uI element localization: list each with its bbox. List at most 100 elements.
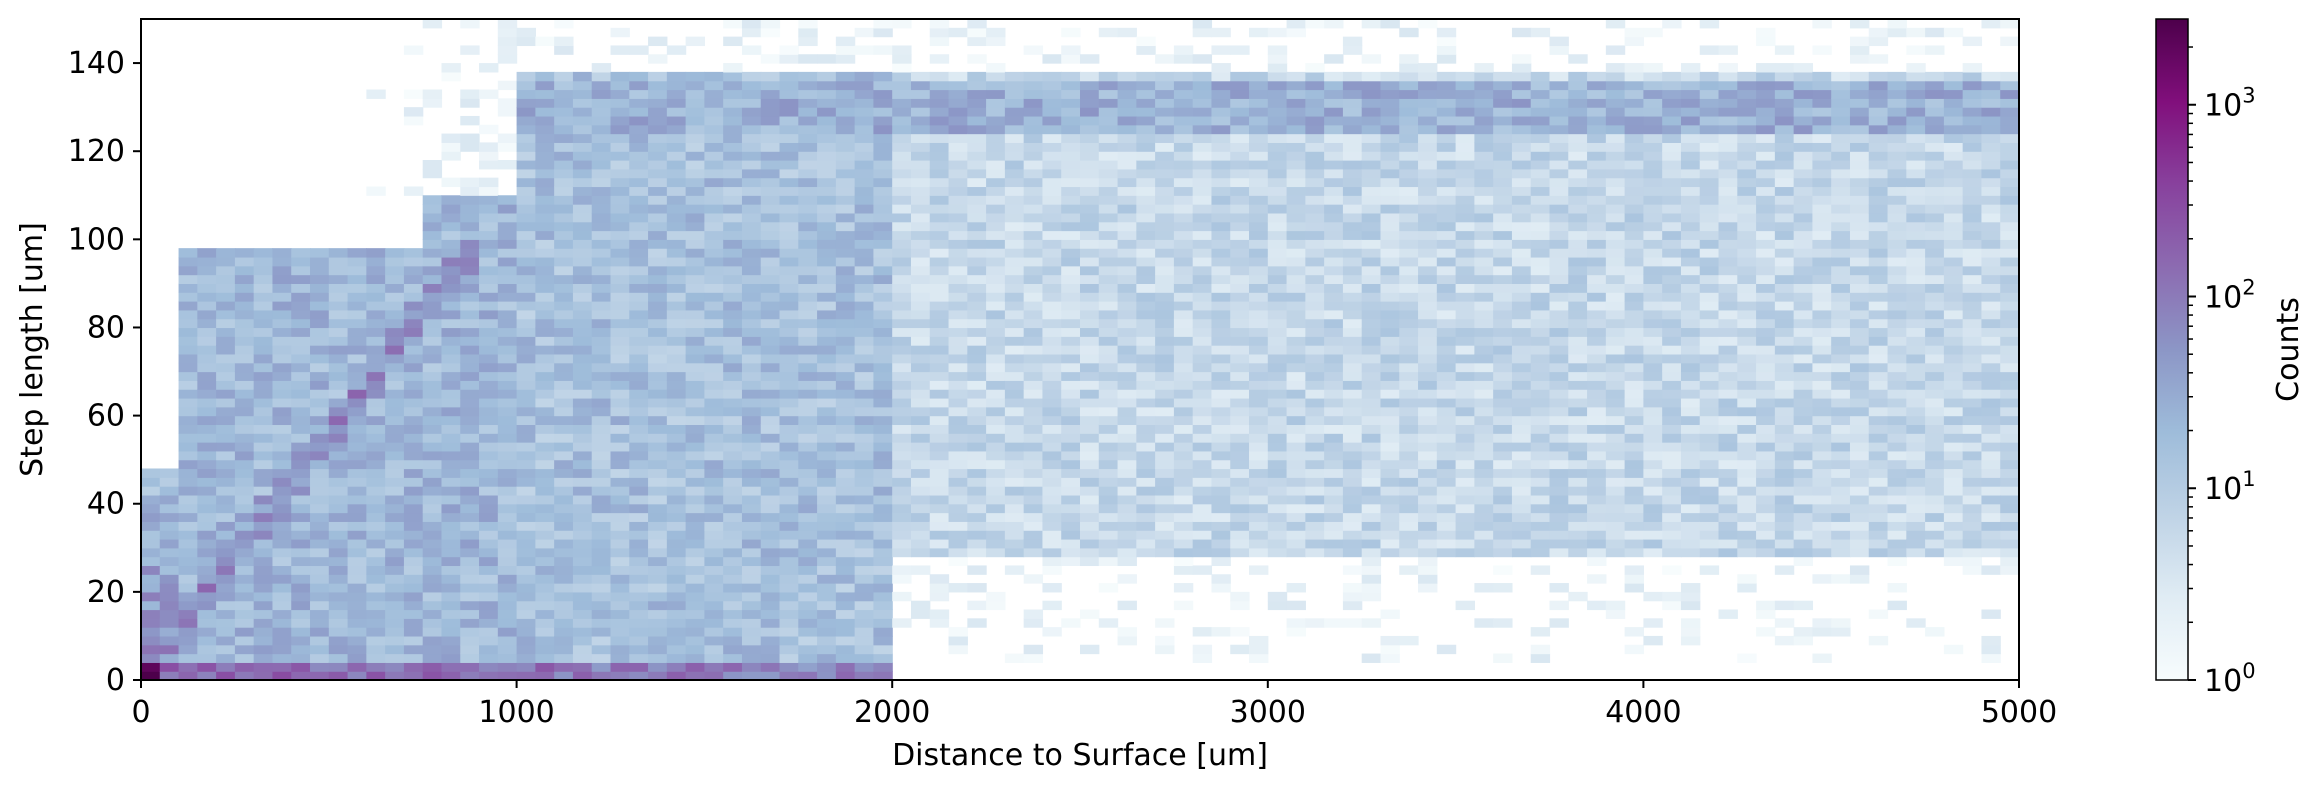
heatmap-cell [572, 221, 593, 232]
heatmap-cell [1324, 494, 1344, 505]
heatmap-cell [497, 204, 518, 214]
heatmap-cell [1380, 336, 1400, 346]
heatmap-cell [1455, 442, 1475, 452]
heatmap-cell [347, 600, 367, 611]
heatmap-cell [741, 415, 762, 426]
heatmap-cell [873, 133, 893, 143]
heatmap-cell [704, 204, 724, 214]
heatmap-cell [1267, 494, 1288, 505]
heatmap-cell [929, 389, 950, 399]
heatmap-cell [479, 230, 499, 240]
heatmap-cell [1023, 80, 1044, 91]
heatmap-cell [1192, 168, 1213, 179]
heatmap-cell [1474, 486, 1494, 496]
heatmap-cell [1098, 80, 1119, 91]
heatmap-cell [929, 256, 950, 267]
heatmap-cell [178, 415, 198, 426]
heatmap-cell [1023, 653, 1044, 663]
heatmap-cell [835, 151, 856, 161]
heatmap-cell [1192, 653, 1213, 663]
heatmap-cell [253, 362, 274, 373]
heatmap-cell [441, 406, 461, 417]
heatmap-cell [1098, 397, 1119, 408]
heatmap-cell [1023, 204, 1044, 214]
heatmap-cell [1136, 336, 1156, 346]
heatmap-cell [723, 345, 743, 355]
heatmap-cell [516, 609, 536, 619]
heatmap-cell [479, 494, 499, 505]
heatmap-cell [497, 36, 518, 47]
heatmap-cell [497, 486, 518, 496]
heatmap-cell [441, 380, 461, 390]
heatmap-cell [591, 283, 612, 293]
heatmap-cell [1587, 283, 1607, 293]
heatmap-cell [817, 644, 837, 655]
heatmap-cell [403, 301, 424, 311]
heatmap-cell [760, 503, 781, 514]
heatmap-cell [1455, 177, 1475, 188]
heatmap-cell [1211, 486, 1231, 496]
heatmap-cell [1004, 389, 1025, 399]
heatmap-cell [817, 115, 837, 126]
heatmap-cell [1662, 486, 1682, 496]
heatmap-cell [572, 142, 593, 152]
heatmap-cell [554, 71, 574, 82]
heatmap-cell [648, 574, 668, 584]
heatmap-cell [1061, 450, 1081, 461]
heatmap-cell [1587, 380, 1607, 390]
heatmap-cell [347, 433, 367, 443]
heatmap-cell [760, 327, 781, 337]
heatmap-cell [854, 256, 875, 267]
heatmap-cell [1493, 212, 1513, 223]
heatmap-cell [892, 380, 912, 390]
heatmap-cell [741, 477, 762, 487]
heatmap-cell [629, 151, 649, 161]
heatmap-cell [910, 406, 931, 417]
heatmap-cell [666, 168, 687, 179]
heatmap-cell [1136, 468, 1156, 478]
heatmap-cell [1286, 151, 1306, 161]
heatmap-cell [629, 503, 649, 514]
heatmap-cell [892, 133, 912, 143]
heatmap-cell [554, 644, 574, 655]
heatmap-cell [291, 345, 311, 355]
heatmap-cell [1436, 115, 1457, 126]
heatmap-cell [422, 424, 443, 434]
heatmap-cell [1117, 512, 1137, 522]
heatmap-cell [1680, 204, 1701, 214]
heatmap-cell [835, 107, 856, 117]
heatmap-cell [666, 186, 687, 196]
heatmap-cell [1155, 521, 1175, 531]
heatmap-cell [1004, 459, 1025, 470]
heatmap-cell [1380, 538, 1400, 549]
heatmap-cell [347, 309, 367, 320]
heatmap-cell [760, 27, 781, 38]
heatmap-cell [216, 477, 236, 487]
heatmap-cell [1155, 212, 1175, 223]
heatmap-cell [648, 309, 668, 320]
heatmap-cell [1643, 265, 1663, 276]
heatmap-cell [1042, 433, 1062, 443]
heatmap-cell [1173, 494, 1194, 505]
heatmap-cell [948, 212, 968, 223]
heatmap-cell [197, 292, 217, 302]
heatmap-cell [234, 397, 255, 408]
heatmap-cell [1023, 609, 1044, 619]
heatmap-cell [1399, 212, 1419, 223]
heatmap-cell [1605, 107, 1626, 117]
heatmap-cell [610, 353, 630, 364]
heatmap-cell [1662, 98, 1682, 108]
heatmap-cell [986, 406, 1006, 417]
heatmap-cell [1549, 353, 1569, 364]
heatmap-cell [216, 547, 236, 558]
heatmap-cell [666, 503, 687, 514]
heatmap-cell [685, 442, 705, 452]
heatmap-cell [328, 327, 349, 337]
heatmap-cell [1173, 133, 1194, 143]
heatmap-cell [817, 486, 837, 496]
heatmap-cell [441, 142, 461, 152]
heatmap-cell [629, 283, 649, 293]
heatmap-cell [1474, 168, 1494, 179]
heatmap-cell [610, 80, 630, 91]
heatmap-cell [910, 71, 931, 82]
